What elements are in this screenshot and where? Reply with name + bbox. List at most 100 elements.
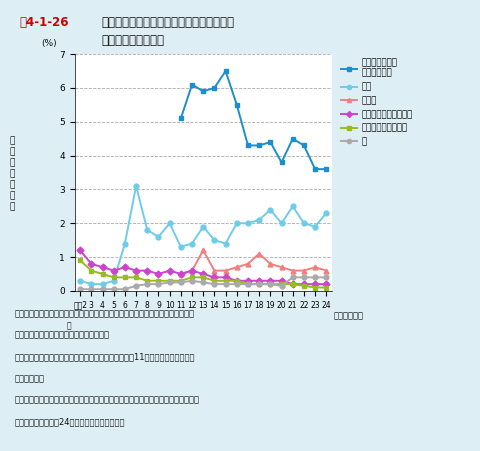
- Text: ２：このグラフは環境基準超過本数が比較的多かった項目のみ対象としている。: ２：このグラフは環境基準超過本数が比較的多かった項目のみ対象としている。: [14, 396, 199, 405]
- テトラクロロエチレン: [267, 278, 273, 284]
- トリクロロエチレン: [122, 275, 128, 280]
- テトラクロロエチレン: [189, 268, 194, 273]
- 砒素: [289, 204, 295, 209]
- 砒素: [245, 221, 251, 226]
- トリクロロエチレン: [133, 275, 139, 280]
- テトラクロロエチレン: [233, 278, 239, 284]
- 硝酸性窒素及び
亜硝酸性窒素: [245, 143, 251, 148]
- Text: (%): (%): [41, 39, 57, 48]
- ふっ素: [267, 261, 273, 267]
- 砒素: [122, 241, 128, 246]
- 鉛: [289, 275, 295, 280]
- 鉛: [99, 286, 105, 292]
- テトラクロロエチレン: [222, 275, 228, 280]
- 鉛: [267, 281, 273, 287]
- トリクロロエチレン: [167, 278, 172, 284]
- 砒素: [300, 221, 306, 226]
- テトラクロロエチレン: [178, 272, 183, 277]
- ふっ素: [323, 268, 328, 273]
- Line: テトラクロロエチレン: テトラクロロエチレン: [78, 248, 328, 286]
- 砒素: [155, 234, 161, 239]
- 硝酸性窒素及び
亜硝酸性窒素: [211, 85, 217, 91]
- トリクロロエチレン: [77, 258, 83, 263]
- Text: 査数に対する超過数の割合である。: 査数に対する超過数の割合である。: [14, 331, 109, 340]
- 硝酸性窒素及び
亜硝酸性窒素: [278, 160, 284, 165]
- テトラクロロエチレン: [155, 272, 161, 277]
- テトラクロロエチレン: [133, 268, 139, 273]
- トリクロロエチレン: [155, 278, 161, 284]
- 硝酸性窒素及び
亜硝酸性窒素: [222, 69, 228, 74]
- 鉛: [167, 280, 172, 285]
- トリクロロエチレン: [233, 278, 239, 284]
- トリクロロエチレン: [300, 283, 306, 289]
- テトラクロロエチレン: [256, 278, 262, 284]
- トリクロロエチレン: [323, 285, 328, 290]
- 鉛: [189, 278, 194, 284]
- トリクロロエチレン: [256, 281, 262, 287]
- テトラクロロエチレン: [323, 281, 328, 287]
- テトラクロロエチレン: [144, 268, 150, 273]
- Text: 環
境
基
準
超
過
率: 環 境 基 準 超 過 率: [9, 136, 15, 212]
- 砒素: [312, 224, 317, 230]
- ふっ素: [222, 268, 228, 273]
- 鉛: [133, 283, 139, 289]
- ふっ素: [245, 261, 251, 267]
- 砒素: [233, 221, 239, 226]
- 硝酸性窒素及び
亜硝酸性窒素: [267, 139, 273, 145]
- トリクロロエチレン: [289, 281, 295, 287]
- Line: 硝酸性窒素及び
亜硝酸性窒素: 硝酸性窒素及び 亜硝酸性窒素: [178, 69, 328, 171]
- 硝酸性窒素及び
亜硝酸性窒素: [323, 166, 328, 172]
- 砒素: [133, 184, 139, 189]
- Line: 鉛: 鉛: [78, 275, 328, 292]
- Text: れた。: れた。: [14, 374, 44, 383]
- 鉛: [110, 286, 116, 292]
- 砒素: [222, 241, 228, 246]
- テトラクロロエチレン: [278, 278, 284, 284]
- 砒素: [278, 221, 284, 226]
- 砒素: [200, 224, 205, 230]
- テトラクロロエチレン: [312, 281, 317, 287]
- 鉛: [312, 275, 317, 280]
- 硝酸性窒素及び
亜硝酸性窒素: [256, 143, 262, 148]
- Text: 資料：環境省「平成24年度地下水質測定結果」: 資料：環境省「平成24年度地下水質測定結果」: [14, 417, 125, 426]
- トリクロロエチレン: [178, 278, 183, 284]
- テトラクロロエチレン: [300, 281, 306, 287]
- 硝酸性窒素及び
亜硝酸性窒素: [178, 116, 183, 121]
- トリクロロエチレン: [110, 275, 116, 280]
- トリクロロエチレン: [245, 281, 251, 287]
- テトラクロロエチレン: [110, 268, 116, 273]
- 鉛: [300, 275, 306, 280]
- 鉛: [222, 281, 228, 287]
- Line: 砒素: 砒素: [78, 184, 328, 286]
- 硝酸性窒素及び
亜硝酸性窒素: [233, 102, 239, 108]
- トリクロロエチレン: [211, 278, 217, 284]
- Text: 注１：超過数とは、測定当時の基準を超過した井戸の数であり、超過率とは、調: 注１：超過数とは、測定当時の基準を超過した井戸の数であり、超過率とは、調: [14, 309, 194, 318]
- ふっ素: [278, 264, 284, 270]
- 砒素: [110, 278, 116, 284]
- 鉛: [144, 281, 150, 287]
- 砒素: [88, 281, 94, 287]
- 砒素: [144, 227, 150, 233]
- テトラクロロエチレン: [77, 248, 83, 253]
- 鉛: [155, 281, 161, 287]
- テトラクロロエチレン: [167, 268, 172, 273]
- 砒素: [77, 278, 83, 284]
- トリクロロエチレン: [278, 281, 284, 287]
- トリクロロエチレン: [144, 278, 150, 284]
- ふっ素: [178, 272, 183, 277]
- 砒素: [178, 244, 183, 250]
- テトラクロロエチレン: [289, 281, 295, 287]
- 鉛: [233, 281, 239, 287]
- 鉛: [245, 281, 251, 287]
- Text: （調査年度）: （調査年度）: [333, 311, 362, 320]
- ふっ素: [289, 268, 295, 273]
- 砒素: [189, 241, 194, 246]
- ふっ素: [200, 248, 205, 253]
- Legend: 硝酸性窒素及び
亜硝酸性窒素, 砒素, ふっ素, テトラクロロエチレン, トリクロロエチレン, 鉛: 硝酸性窒素及び 亜硝酸性窒素, 砒素, ふっ素, テトラクロロエチレン, トリク…: [341, 59, 411, 147]
- 硝酸性窒素及び
亜硝酸性窒素: [189, 82, 194, 87]
- Text: 図4-1-26: 図4-1-26: [19, 16, 69, 29]
- テトラクロロエチレン: [122, 264, 128, 270]
- 砒素: [323, 210, 328, 216]
- Text: 地下水の水質汚濁に係る環境基準の超過率: 地下水の水質汚濁に係る環境基準の超過率: [101, 16, 234, 29]
- Line: ふっ素: ふっ素: [178, 248, 328, 276]
